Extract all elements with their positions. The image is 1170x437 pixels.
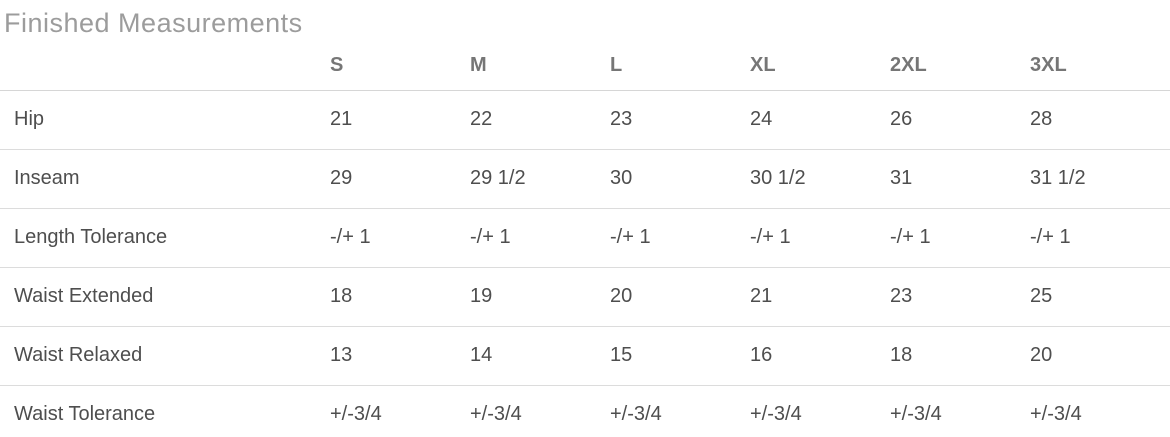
size-column-header-2xl: 2XL: [890, 48, 1030, 92]
row-label: Hip: [14, 108, 45, 131]
measurement-value: 15: [610, 344, 633, 367]
row-label: Waist Tolerance: [14, 403, 156, 426]
row-label: Waist Extended: [14, 285, 154, 308]
measurement-value: +/-3/4: [890, 403, 942, 426]
measurement-value: 23: [610, 108, 633, 131]
measurement-value: 18: [330, 285, 353, 308]
measurement-value: -/+ 1: [330, 226, 371, 249]
measurement-value: -/+ 1: [610, 226, 651, 249]
measurement-value: +/-3/4: [1030, 403, 1082, 426]
measurement-value: 30: [610, 167, 633, 190]
row-label: Inseam: [14, 167, 80, 190]
measurement-value: 31 1/2: [1030, 167, 1086, 190]
measurement-value: 19: [470, 285, 493, 308]
size-column-header-xl: XL: [750, 48, 890, 92]
table-row-waist-extended: Waist Extended 18 19 20 21 23 25: [0, 268, 1170, 327]
row-label: Length Tolerance: [14, 226, 168, 249]
measurement-value: +/-3/4: [610, 403, 662, 426]
table-row-length-tolerance: Length Tolerance -/+ 1 -/+ 1 -/+ 1 -/+ 1…: [0, 209, 1170, 268]
measurement-value: +/-3/4: [330, 403, 382, 426]
corner-header-cell: [0, 48, 330, 92]
measurement-value: -/+ 1: [1030, 226, 1071, 249]
measurement-value: 25: [1030, 285, 1053, 308]
measurement-value: 18: [890, 344, 913, 367]
table-row-waist-tolerance: Waist Tolerance +/-3/4 +/-3/4 +/-3/4 +/-…: [0, 386, 1170, 437]
size-column-header-3xl: 3XL: [1030, 48, 1170, 92]
measurement-value: 23: [890, 285, 913, 308]
measurement-value: 30 1/2: [750, 167, 806, 190]
size-header-row: S M L XL 2XL 3XL: [0, 48, 1170, 92]
measurement-value: +/-3/4: [470, 403, 522, 426]
measurement-value: 21: [750, 285, 773, 308]
measurement-value: 24: [750, 108, 773, 131]
measurement-value: 29 1/2: [470, 167, 526, 190]
size-column-header-l: L: [610, 48, 750, 92]
measurement-value: -/+ 1: [750, 226, 791, 249]
measurement-value: 20: [1030, 344, 1053, 367]
measurement-value: 16: [750, 344, 773, 367]
table-row-inseam: Inseam 29 29 1/2 30 30 1/2 31 31 1/2: [0, 150, 1170, 209]
row-label: Waist Relaxed: [14, 344, 143, 367]
measurement-value: 26: [890, 108, 913, 131]
size-column-header-s: S: [330, 48, 470, 92]
measurements-table: S M L XL 2XL 3XL Hip 21 22 23 24 26 28 I…: [0, 48, 1170, 437]
page-title: Finished Measurements: [4, 8, 303, 38]
measurement-value: 29: [330, 167, 353, 190]
table-row-hip: Hip 21 22 23 24 26 28: [0, 91, 1170, 150]
measurement-value: 20: [610, 285, 633, 308]
measurement-value: 22: [470, 108, 493, 131]
measurement-value: -/+ 1: [890, 226, 931, 249]
measurement-value: 21: [330, 108, 353, 131]
measurement-value: +/-3/4: [750, 403, 802, 426]
measurement-value: 13: [330, 344, 353, 367]
table-row-waist-relaxed: Waist Relaxed 13 14 15 16 18 20: [0, 327, 1170, 386]
measurement-value: 28: [1030, 108, 1053, 131]
measurement-value: 14: [470, 344, 493, 367]
measurement-value: 31: [890, 167, 913, 190]
measurement-value: -/+ 1: [470, 226, 511, 249]
size-column-header-m: M: [470, 48, 610, 92]
